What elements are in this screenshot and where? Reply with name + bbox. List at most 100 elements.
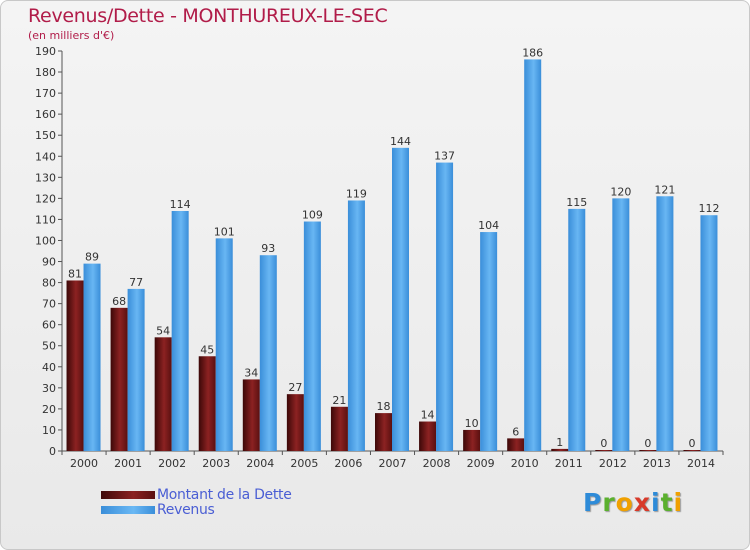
y-tick-label: 180 xyxy=(35,66,56,79)
y-tick-label: 150 xyxy=(35,129,56,142)
bar-revenus xyxy=(392,147,409,451)
y-tick-label: 100 xyxy=(35,234,56,247)
data-label-dette: 1 xyxy=(556,436,563,449)
data-label-dette: 18 xyxy=(377,400,391,413)
data-label-dette: 10 xyxy=(465,417,479,430)
bar-dette xyxy=(66,280,84,451)
logo-letter: o xyxy=(615,488,634,517)
data-label-revenus: 121 xyxy=(654,183,675,196)
y-tick-label: 110 xyxy=(35,213,56,226)
y-tick-label: 120 xyxy=(35,192,56,205)
data-label-revenus: 101 xyxy=(214,225,235,238)
x-tick-label: 2012 xyxy=(599,457,627,470)
data-label-dette: 14 xyxy=(421,409,435,422)
bar-dette xyxy=(154,337,172,451)
bar-dette xyxy=(507,438,525,451)
data-label-revenus: 112 xyxy=(698,202,719,215)
y-tick-label: 130 xyxy=(35,171,56,184)
legend-label-dette: Montant de la Dette xyxy=(157,486,292,503)
logo-letter: P xyxy=(583,488,603,517)
y-tick-label: 190 xyxy=(35,45,56,58)
bar-revenus xyxy=(215,238,233,451)
bar-revenus xyxy=(259,255,277,451)
data-label-revenus: 115 xyxy=(566,196,587,209)
logo-letter: i xyxy=(651,488,661,517)
bar-revenus xyxy=(656,196,674,451)
legend: Montant de la Dette Revenus xyxy=(101,486,292,518)
bar-revenus xyxy=(480,232,498,451)
x-tick-label: 2007 xyxy=(379,457,407,470)
bar-dette xyxy=(463,429,481,451)
data-label-dette: 0 xyxy=(644,437,651,450)
x-tick-label: 2003 xyxy=(202,457,230,470)
data-label-dette: 0 xyxy=(688,437,695,450)
bar-revenus xyxy=(436,162,454,451)
chart-title: Revenus/Dette - MONTHUREUX-LE-SEC xyxy=(28,5,388,27)
y-tick-label: 160 xyxy=(35,108,56,121)
y-tick-label: 40 xyxy=(42,361,56,374)
legend-label-revenus: Revenus xyxy=(157,501,215,518)
data-label-revenus: 144 xyxy=(390,135,411,148)
x-tick-label: 2006 xyxy=(334,457,362,470)
logo-letter: t xyxy=(660,488,674,517)
data-label-revenus: 120 xyxy=(610,185,631,198)
x-tick-label: 2011 xyxy=(555,457,583,470)
bar-revenus xyxy=(347,200,365,451)
data-label-revenus: 93 xyxy=(261,242,275,255)
data-label-dette: 45 xyxy=(200,343,214,356)
y-tick-label: 20 xyxy=(42,403,56,416)
legend-item-revenus: Revenus xyxy=(101,501,292,518)
bar-dette xyxy=(375,413,392,451)
data-label-dette: 34 xyxy=(244,366,258,379)
logo-letter: x xyxy=(633,488,651,517)
y-tick-label: 170 xyxy=(35,87,56,100)
logo-letter: i xyxy=(673,488,684,517)
legend-item-dette: Montant de la Dette xyxy=(101,486,292,503)
bar-revenus xyxy=(171,211,189,451)
x-tick-label: 2010 xyxy=(511,457,539,470)
x-tick-label: 2004 xyxy=(246,457,274,470)
bar-dette xyxy=(286,394,304,451)
x-tick-label: 2009 xyxy=(467,457,495,470)
y-tick-label: 10 xyxy=(42,424,56,437)
bar-dette xyxy=(242,379,260,451)
legend-swatch-revenus xyxy=(101,505,155,514)
data-label-revenus: 104 xyxy=(478,219,499,232)
bar-revenus xyxy=(303,221,321,451)
data-label-dette: 54 xyxy=(156,324,170,337)
x-tick-label: 2014 xyxy=(687,457,715,470)
data-label-revenus: 119 xyxy=(346,187,367,200)
y-tick-label: 70 xyxy=(42,298,56,311)
logo-letter: r xyxy=(602,488,616,517)
x-tick-label: 2005 xyxy=(290,457,318,470)
bar-dette xyxy=(330,406,348,451)
bar-revenus xyxy=(127,288,145,451)
data-label-dette: 27 xyxy=(288,381,302,394)
bar-dette xyxy=(639,450,657,451)
data-label-dette: 68 xyxy=(112,295,126,308)
data-label-revenus: 77 xyxy=(129,276,143,289)
data-label-revenus: 109 xyxy=(302,209,323,222)
y-tick-label: 140 xyxy=(35,150,56,163)
proxiti-logo: Proxiti xyxy=(583,488,683,517)
bar-dette xyxy=(595,450,613,451)
bar-revenus xyxy=(568,208,586,451)
data-label-revenus: 137 xyxy=(434,150,455,163)
y-tick-label: 0 xyxy=(49,445,56,458)
data-label-dette: 81 xyxy=(68,267,82,280)
y-tick-label: 50 xyxy=(42,340,56,353)
y-tick-label: 90 xyxy=(42,256,56,269)
bar-dette xyxy=(198,356,216,451)
x-tick-label: 2000 xyxy=(70,457,98,470)
data-label-dette: 0 xyxy=(600,437,607,450)
data-label-dette: 21 xyxy=(332,394,346,407)
legend-swatch-dette xyxy=(101,490,155,499)
bar-revenus xyxy=(612,198,630,451)
x-tick-label: 2001 xyxy=(114,457,142,470)
bar-revenus xyxy=(524,59,542,451)
bar-dette xyxy=(110,307,128,451)
bar-revenus xyxy=(700,215,718,451)
data-label-revenus: 114 xyxy=(170,198,191,211)
